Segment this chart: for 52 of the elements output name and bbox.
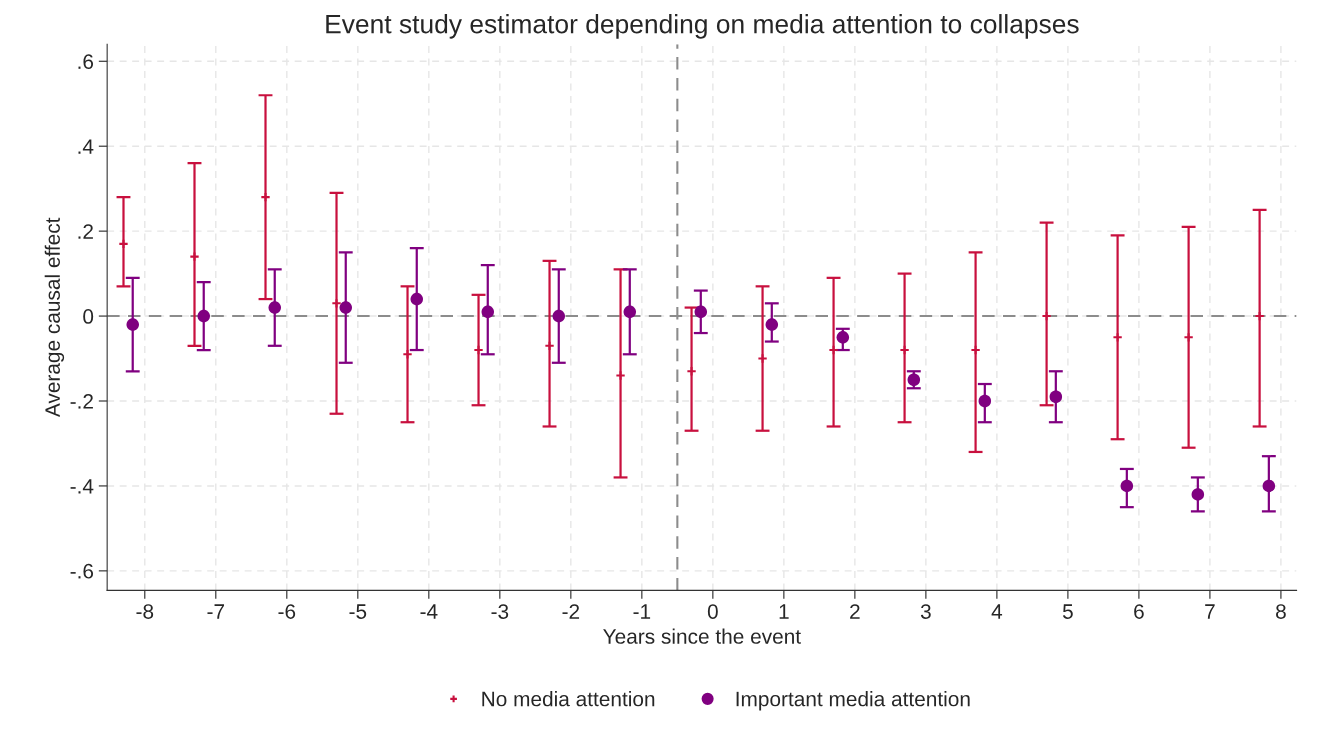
point xyxy=(126,318,139,331)
point xyxy=(1262,479,1276,493)
x-tick-label: -1 xyxy=(633,604,651,619)
point xyxy=(481,305,495,319)
y-tick-label: .6 xyxy=(78,54,94,70)
x-tick-label: -8 xyxy=(136,604,154,619)
y-tick-label: .4 xyxy=(78,139,94,154)
point xyxy=(978,394,992,408)
chart-title: Event study estimator depending on media attention to collapses xyxy=(326,14,1079,39)
point xyxy=(402,349,413,360)
legend-label: No media attention xyxy=(482,691,655,707)
point xyxy=(615,370,626,381)
x-tick-label: 5 xyxy=(1062,604,1073,619)
x-tick-label: -7 xyxy=(207,604,225,619)
point xyxy=(836,331,850,344)
point xyxy=(1191,488,1205,501)
point xyxy=(268,301,281,314)
point xyxy=(552,309,566,323)
point xyxy=(410,292,424,306)
point xyxy=(1049,390,1063,403)
point xyxy=(473,344,484,356)
x-tick-label: 0 xyxy=(707,604,718,619)
point xyxy=(189,251,200,262)
x-tick-label: 8 xyxy=(1276,604,1286,619)
point xyxy=(623,305,637,319)
point xyxy=(197,309,210,323)
x-axis-title: Years since the event xyxy=(603,628,801,644)
point xyxy=(765,318,779,331)
x-tick-label: -4 xyxy=(420,604,438,619)
y-axis-title: Average causal effect xyxy=(44,217,65,418)
x-tick-label: 7 xyxy=(1205,604,1215,619)
point xyxy=(694,305,708,319)
y-tick-label: -.2 xyxy=(70,394,93,409)
y-tick-label: -.6 xyxy=(70,563,94,579)
point xyxy=(1120,479,1134,493)
x-tick-label: -2 xyxy=(562,604,580,619)
x-tick-label: -5 xyxy=(349,604,367,619)
y-tick-label: 0 xyxy=(83,309,94,324)
x-tick-label: 2 xyxy=(850,604,860,619)
x-tick-label: -3 xyxy=(491,604,509,619)
point xyxy=(339,301,352,314)
legend-label: Important media attention xyxy=(736,691,970,711)
point xyxy=(544,340,555,351)
x-tick-label: -6 xyxy=(278,604,296,619)
x-tick-label: 6 xyxy=(1134,604,1144,619)
x-tick-label: 4 xyxy=(991,604,1003,619)
point xyxy=(331,298,342,309)
y-tick-label: -.4 xyxy=(70,479,94,494)
y-tick-label: .2 xyxy=(78,224,93,239)
x-tick-label: 3 xyxy=(920,604,931,619)
x-tick-label: 1 xyxy=(779,604,789,619)
point xyxy=(757,353,768,364)
